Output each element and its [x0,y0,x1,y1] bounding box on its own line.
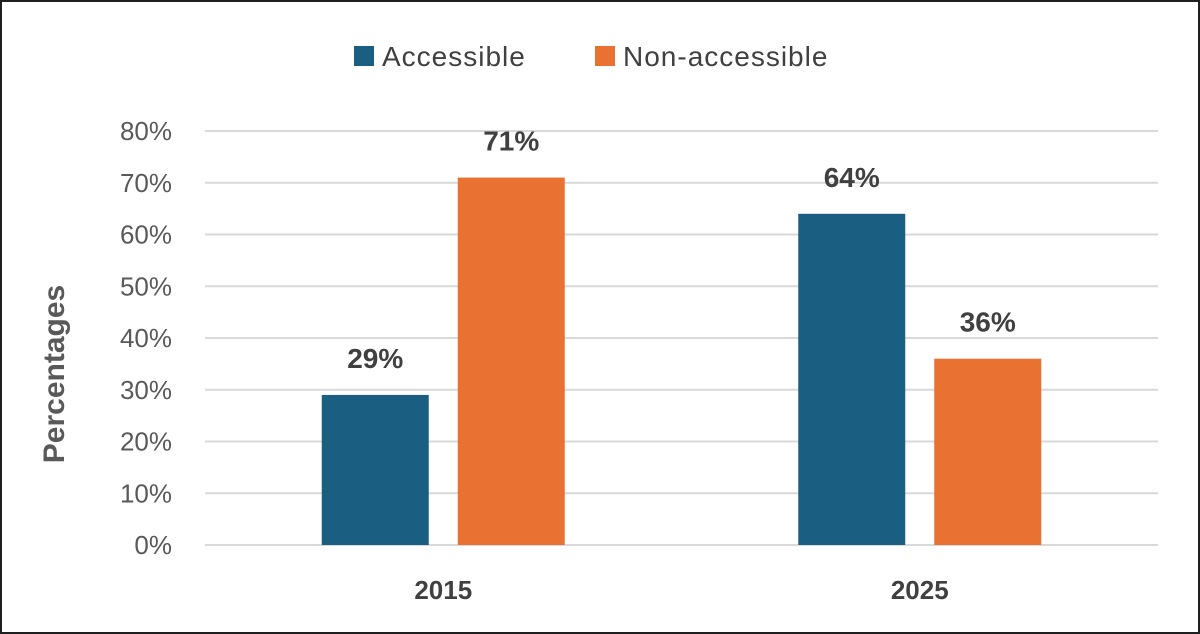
legend-label: Accessible [382,41,526,72]
bars [321,177,1042,546]
data-labels: 29% 71% 64% 36% [347,126,1016,374]
data-label: 36% [960,307,1016,338]
y-tick-label: 60% [120,220,172,250]
y-tick-label: 0% [134,530,172,560]
data-label: 29% [347,343,403,374]
y-tick-label: 40% [120,323,172,353]
bar-accessible-2015 [321,394,429,545]
y-axis-title: Percentages [38,285,71,463]
bar-accessible-2025 [798,213,906,546]
data-label: 71% [483,126,539,157]
data-label: 64% [824,162,880,193]
y-axis-ticks: 0% 10% 20% 30% 40% 50% 60% 70% 80% [120,116,172,560]
y-tick-label: 70% [120,168,172,198]
y-tick-label: 10% [120,478,172,508]
bar-non-accessible-2015 [457,177,565,545]
legend-swatch [595,46,615,66]
y-tick-label: 30% [120,375,172,405]
legend-swatch [354,46,374,66]
x-axis-categories: 2015 2025 [414,575,948,605]
y-tick-label: 20% [120,427,172,457]
x-category-label: 2015 [414,575,472,605]
x-category-label: 2025 [891,575,949,605]
bar-non-accessible-2025 [934,358,1042,545]
y-tick-label: 50% [120,271,172,301]
legend: Accessible Non-accessible [354,41,828,72]
legend-label: Non-accessible [623,41,828,72]
y-tick-label: 80% [120,116,172,146]
